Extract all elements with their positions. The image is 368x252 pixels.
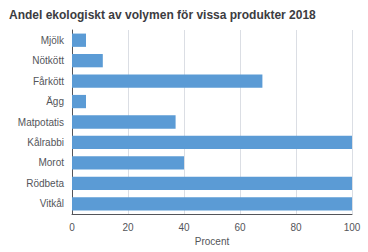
svg-text:Matpotatis: Matpotatis (18, 117, 64, 128)
svg-text:Ägg: Ägg (46, 96, 64, 107)
svg-text:40: 40 (178, 222, 190, 233)
svg-text:0: 0 (69, 222, 75, 233)
svg-text:60: 60 (234, 222, 246, 233)
svg-text:Rödbeta: Rödbeta (26, 178, 64, 189)
svg-text:20: 20 (122, 222, 134, 233)
svg-text:Morot: Morot (38, 157, 64, 168)
svg-text:Procent: Procent (195, 236, 230, 247)
svg-text:Vitkål: Vitkål (40, 198, 64, 209)
svg-text:Mjölk: Mjölk (41, 35, 65, 46)
svg-text:Fårkött: Fårkött (33, 76, 64, 87)
svg-text:Andel ekologiskt av volymen fö: Andel ekologiskt av volymen för vissa pr… (9, 8, 316, 22)
svg-text:80: 80 (290, 222, 302, 233)
svg-text:Nötkött: Nötkött (32, 55, 64, 66)
svg-text:100: 100 (344, 222, 361, 233)
svg-text:Kålrabbi: Kålrabbi (27, 137, 64, 148)
